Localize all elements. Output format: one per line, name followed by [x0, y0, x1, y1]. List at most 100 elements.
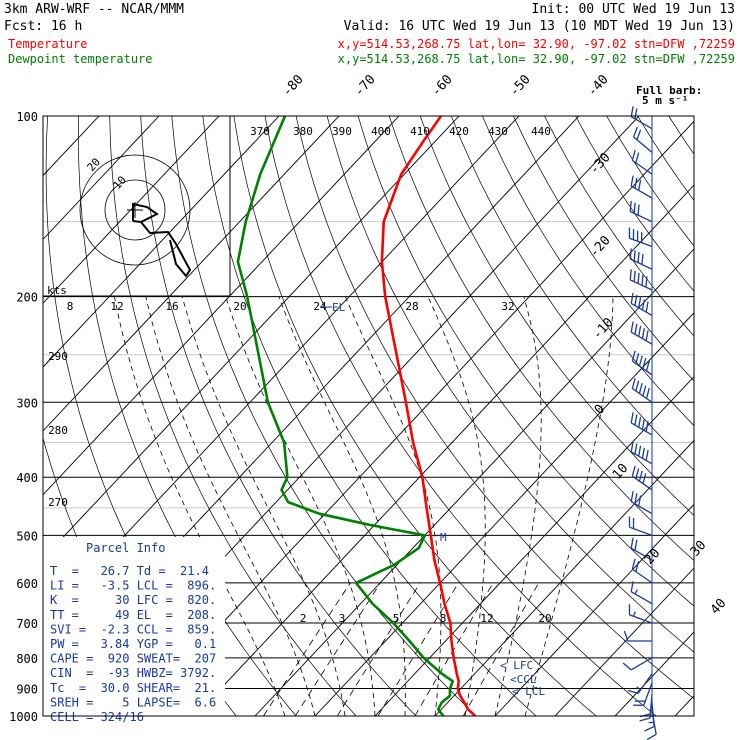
mixing-ratio-label-20: 20 — [538, 612, 551, 625]
wind-barb — [630, 321, 653, 345]
theta-label-370: 370 — [250, 125, 270, 138]
moist-adiabat — [225, 296, 376, 716]
isotherm-label-30: 30 — [688, 538, 710, 560]
mixing-ratio-label-3: 3 — [339, 612, 346, 625]
isotherm-line — [254, 248, 694, 716]
moist-adiabat — [524, 296, 614, 716]
wind-barb — [628, 516, 653, 536]
moist-adiabat — [427, 296, 486, 716]
marker-lfc: < LFC — [500, 659, 533, 672]
wind-barb — [628, 604, 653, 624]
wind-barb — [630, 175, 653, 199]
moist-adiabat — [278, 296, 406, 716]
temperature-line — [380, 116, 477, 716]
wind-barb — [622, 657, 653, 671]
dry-adiabat — [140, 116, 417, 716]
isotherm-label--50: -50 — [507, 72, 534, 99]
marker-lcl: < LCL — [512, 685, 545, 698]
theta-label-430: 430 — [488, 125, 508, 138]
wind-barb — [628, 227, 653, 248]
dry-adiabat — [450, 116, 694, 471]
parcel-row: K = 30 LFC = 820. — [50, 593, 216, 607]
parcel-row: LI = -3.5 LCL = 896. — [50, 579, 216, 593]
theta-label-410: 410 — [410, 125, 430, 138]
init-time: Init: 00 UTC Wed 19 Jun 13 — [532, 2, 736, 17]
parcel-info-title: Parcel Info — [86, 541, 165, 555]
hodo-speed-label-28: 28 — [405, 300, 418, 313]
theta-label-420: 420 — [449, 125, 469, 138]
dry-adiabat — [606, 116, 694, 247]
hodo-speed-label-32: 32 — [501, 300, 514, 313]
wind-barb — [629, 248, 653, 270]
wind-barb — [630, 441, 653, 465]
mixing-ratio-label-8: 8 — [440, 612, 447, 625]
parcel-row: TT = 49 EL = 208. — [50, 608, 216, 622]
isotherm-line — [43, 116, 220, 304]
wind-barbs — [622, 106, 657, 740]
mixing-ratio-line — [336, 582, 421, 716]
isotherm-line — [134, 120, 694, 716]
hodo-trace — [132, 202, 192, 278]
dry-adiabat — [482, 116, 694, 427]
wind-barb — [631, 465, 653, 491]
hodo-speed-label-16: 16 — [165, 300, 178, 313]
wind-barb — [630, 292, 653, 317]
moist-adiabat — [145, 296, 316, 716]
pressure-label-300: 300 — [16, 396, 38, 410]
isotherm-label--30: -30 — [587, 150, 614, 177]
moist-adiabat — [494, 296, 542, 716]
mixing-ratio-label-5: 5 — [393, 612, 400, 625]
wind-barb — [633, 126, 653, 153]
dry-adiabat — [544, 116, 694, 337]
dewpoint-line — [236, 116, 454, 716]
dry-adiabat — [295, 116, 694, 700]
mixing-ratio-line — [414, 582, 494, 716]
isotherm-line — [494, 503, 694, 716]
dry-adiabat — [668, 116, 694, 155]
el-label: EL — [332, 301, 346, 314]
hodograph — [43, 116, 231, 297]
parcel-row: CAPE = 920 SWEAT= 207 — [50, 652, 216, 666]
isotherm-label-0: 0 — [592, 402, 608, 418]
isotherm-label--40: -40 — [585, 72, 612, 99]
theta-label-380: 380 — [293, 125, 313, 138]
wind-barb — [631, 350, 653, 376]
dry-adiabat — [233, 116, 597, 716]
isotherm-line — [314, 312, 694, 716]
wind-barb — [631, 149, 653, 175]
mixing-ratio-label-12: 12 — [480, 612, 493, 625]
dry-adiabat — [264, 116, 657, 716]
wind-barb — [627, 673, 653, 694]
dry-adiabat — [109, 116, 357, 716]
mixing-ratio-line — [294, 582, 381, 716]
wind-barb — [630, 537, 653, 561]
isotherm-label--10: -10 — [590, 315, 617, 342]
wind-barb — [633, 682, 653, 706]
parcel-row: SREH = 5 LAPSE= 6.6 — [50, 695, 216, 709]
legend-temperature: Temperature — [8, 37, 87, 51]
isotherm-line — [43, 116, 400, 496]
parcel-row: SVI = -2.3 CCL = 859. — [50, 622, 216, 636]
pressure-label-100: 100 — [16, 110, 38, 124]
wind-barb — [629, 269, 653, 291]
valid-time: Valid: 16 UTC Wed 19 Jun 13 (10 MDT Wed … — [344, 19, 735, 34]
theta-label-390: 390 — [332, 125, 352, 138]
barb-scale-unit: 5 m s⁻¹ — [642, 94, 688, 107]
isotherm-label--80: -80 — [280, 72, 307, 99]
isotherm-line — [43, 116, 340, 432]
hodo-ring-label-20: 20 — [85, 155, 104, 174]
pressure-label-500: 500 — [16, 529, 38, 543]
wind-barb — [644, 702, 655, 732]
parcel-row: PW = 3.84 YGP = 0.1 — [50, 637, 216, 651]
isotherm-label--20: -20 — [587, 233, 614, 260]
isotherm-label-10: 10 — [610, 461, 632, 483]
wind-barb — [630, 581, 653, 605]
hodo-ring — [79, 154, 191, 266]
wind-barb — [630, 412, 653, 436]
parcel-info-box: Parcel Info T = 26.7 Td = 21.4LI = -3.5 … — [43, 537, 225, 727]
isotherm-label--60: -60 — [429, 72, 456, 99]
marker-ccl: <CCL — [510, 673, 537, 686]
isotherm-line — [554, 567, 694, 716]
isotherm-label-40: 40 — [708, 596, 730, 618]
pressure-label-400: 400 — [16, 471, 38, 485]
